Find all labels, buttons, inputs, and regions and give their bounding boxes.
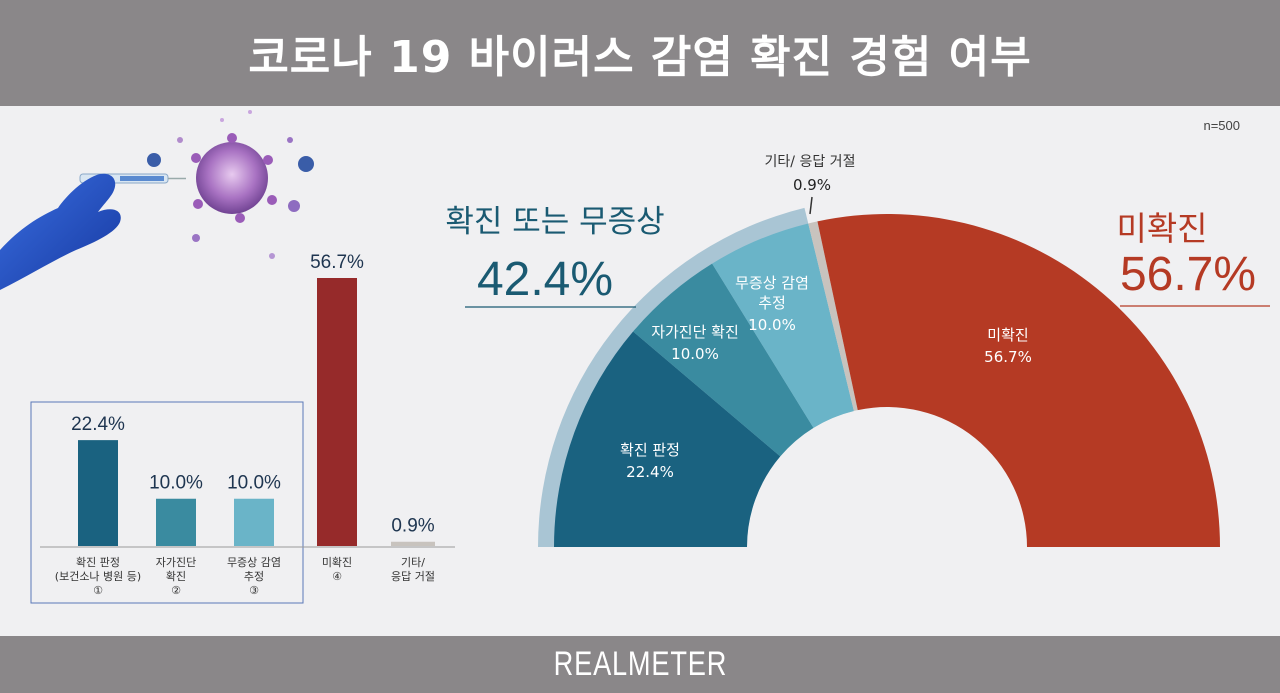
other-callout-label: 기타/ 응답 거절: [765, 154, 856, 170]
bar-category-label-2-0: 무증상 감염: [227, 556, 281, 569]
bar-category-label-0-0: 확진 판정: [76, 556, 120, 569]
bar-2: [234, 498, 274, 546]
other-callout-leader: [809, 196, 813, 215]
donut-slice-value-4: 56.7%: [984, 348, 1032, 366]
bar-category-label-0-2: ①: [93, 584, 103, 597]
group-callout-value-0: 42.4%: [477, 253, 613, 306]
donut-slice-value-1: 10.0%: [671, 345, 719, 363]
other-callout-value: 0.9%: [793, 176, 831, 194]
group-callout-value-1: 56.7%: [1120, 248, 1256, 301]
bar-4: [391, 541, 435, 546]
page-title: 코로나 19 바이러스 감염 확진 경험 여부: [248, 32, 1032, 83]
bar-category-label-1-1: 확진: [166, 570, 186, 583]
bar-value-label-0: 22.4%: [71, 414, 125, 435]
group-callout-label-0: 확진 또는 무증상: [445, 204, 664, 240]
footer-bar: REALMETER: [0, 636, 1280, 693]
bar-category-label-3-1: ④: [332, 570, 342, 583]
bar-category-label-2-2: ③: [249, 584, 259, 597]
sample-size: n=500: [1203, 118, 1240, 133]
bar-1: [156, 498, 196, 546]
bar-category-label-2-1: 추정: [244, 570, 264, 583]
donut-slice-value-2: 10.0%: [748, 316, 796, 334]
confirmed-group-box: [30, 401, 304, 604]
group-callout-label-1: 미확진: [1116, 209, 1207, 248]
bar-3: [317, 278, 357, 546]
virus-icon: [177, 110, 293, 223]
donut-slice-label-0-0: 확진 판정: [620, 441, 680, 459]
donut-slice-0: [554, 331, 781, 547]
donut-slice-3: [808, 221, 858, 411]
donut-slice-label-1-0: 자가진단 확진: [651, 323, 739, 341]
header-bar: 코로나 19 바이러스 감염 확진 경험 여부: [0, 0, 1280, 106]
bar-value-label-3: 56.7%: [310, 252, 364, 273]
bar-category-label-4-0: 기타/: [401, 556, 425, 569]
bar-value-label-2: 10.0%: [227, 473, 281, 494]
bar-value-label-4: 0.9%: [391, 516, 434, 537]
bar-category-label-4-1: 응답 거절: [391, 570, 435, 583]
donut-slice-value-0: 22.4%: [626, 463, 674, 481]
bar-category-label-1-0: 자가진단: [156, 556, 196, 569]
vaccine-illustration: [0, 110, 314, 290]
brand-logo: REALMETER: [553, 645, 727, 683]
bar-category-label-1-2: ②: [171, 584, 181, 597]
donut-slice-2: [712, 223, 854, 428]
glove-icon: [0, 173, 121, 290]
bar-category-label-0-1: (보건소나 병원 등): [55, 570, 141, 583]
donut-slice-label-4-0: 미확진: [987, 326, 1028, 344]
bar-category-label-3-0: 미확진: [322, 556, 352, 569]
donut-slice-label-2-1: 추정: [758, 294, 786, 312]
donut-slice-4: [817, 214, 1220, 547]
donut-slice-1: [633, 263, 814, 457]
bar-value-label-1: 10.0%: [149, 473, 203, 494]
donut-slice-label-2-0: 무증상 감염: [735, 274, 809, 292]
small-virus-icon: [147, 153, 314, 259]
bar-0: [78, 440, 118, 546]
